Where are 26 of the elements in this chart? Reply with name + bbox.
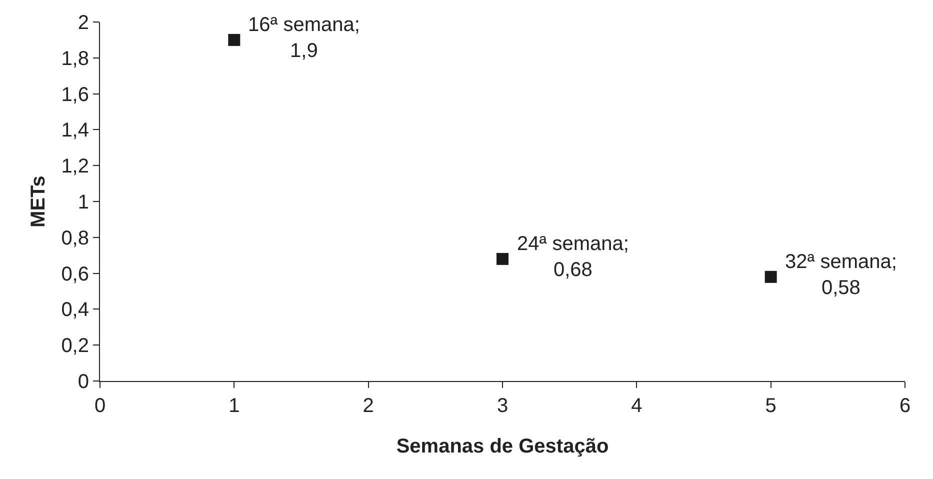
y-tick-label: 0,6 xyxy=(61,263,89,286)
x-tick-label: 2 xyxy=(362,395,374,417)
y-axis-title: METs xyxy=(28,176,50,228)
point xyxy=(228,34,240,46)
annotation: 32ª semana; 0,58 xyxy=(785,251,897,299)
x-tick-label: 4 xyxy=(631,395,642,417)
y-tick-label: 2 xyxy=(78,12,89,34)
x-axis-title: Semanas de Gestação xyxy=(396,436,609,458)
y-tick-label: 0,4 xyxy=(61,299,89,322)
x-tick-label: 5 xyxy=(765,395,776,417)
y-tick-label: 0,2 xyxy=(61,335,89,358)
y-tick-label: 1 xyxy=(78,192,89,214)
y-tick-label: 1,4 xyxy=(61,120,89,142)
x-tick-label: 0 xyxy=(94,395,106,417)
annotation: 16ª semana; 1,9 xyxy=(248,14,360,62)
annotation: 24ª semana; 0,68 xyxy=(517,233,629,281)
point xyxy=(496,252,508,265)
x-tick-label: 3 xyxy=(496,395,508,417)
y-tick-label: 0 xyxy=(78,371,89,393)
point xyxy=(764,270,777,283)
y-tick-label: 0,8 xyxy=(61,227,89,250)
y-tick-label: 1,6 xyxy=(61,84,89,106)
x-tick-label: 1 xyxy=(228,395,240,417)
y-tick-label: 1,8 xyxy=(61,48,89,70)
x-tick-label: 6 xyxy=(899,395,911,417)
y-tick-label: 1,2 xyxy=(61,156,89,178)
